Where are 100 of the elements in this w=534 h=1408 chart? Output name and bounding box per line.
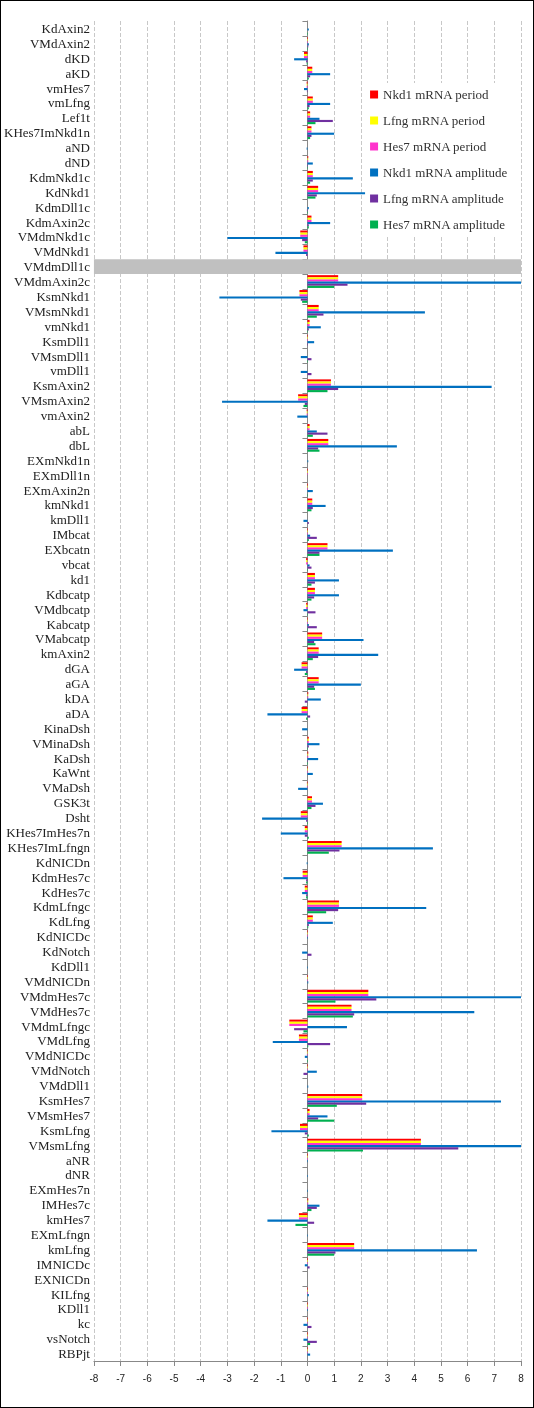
y-tick-label: kc bbox=[77, 1316, 91, 1332]
bar bbox=[298, 787, 308, 790]
bar bbox=[307, 387, 339, 391]
bar bbox=[307, 177, 353, 180]
bar bbox=[307, 851, 329, 854]
y-tick-label: KsmDll1 bbox=[42, 333, 90, 349]
y-tick-label: KinaDsh bbox=[43, 720, 91, 736]
bar bbox=[295, 1223, 308, 1226]
bar bbox=[307, 1117, 319, 1120]
bar bbox=[307, 222, 331, 225]
bar bbox=[307, 504, 326, 508]
x-tick-label: 4 bbox=[411, 1372, 418, 1384]
y-tick-label: Kdbcatp bbox=[45, 586, 90, 602]
bar bbox=[307, 281, 521, 284]
y-tick-label: vmNkd1 bbox=[44, 318, 90, 334]
y-tick-label: KdmLfngc bbox=[32, 899, 91, 915]
y-tick-label: VMdmAxin2c bbox=[14, 274, 91, 290]
y-tick-label: kmHes7 bbox=[46, 1212, 91, 1228]
y-tick-label: kmAxin2 bbox=[40, 646, 90, 662]
x-tick-label: -4 bbox=[196, 1372, 206, 1384]
x-tick-label: 5 bbox=[438, 1372, 445, 1384]
y-tick-label: KdHes7c bbox=[41, 884, 91, 900]
bar bbox=[307, 911, 327, 914]
bar bbox=[307, 849, 340, 852]
legend-label: Hes7 mRNA amplitude bbox=[383, 217, 506, 232]
y-tick-label: GSK3t bbox=[53, 795, 91, 811]
y-tick-label: VMsmHes7 bbox=[27, 1107, 91, 1123]
y-tick-label: VMdNICDc bbox=[24, 1048, 91, 1064]
bar bbox=[307, 283, 348, 286]
bar bbox=[307, 341, 315, 344]
legend-label: Nkd1 mRNA period bbox=[383, 87, 490, 102]
y-tick-label: VMaDsh bbox=[42, 780, 91, 796]
bar bbox=[307, 1102, 367, 1105]
y-tick-label: KdDll1 bbox=[50, 958, 90, 974]
bar bbox=[307, 1221, 315, 1224]
y-tick-label: KDll1 bbox=[57, 1301, 90, 1317]
y-tick-label: VMabcatp bbox=[35, 631, 90, 647]
bar bbox=[271, 1130, 308, 1133]
y-tick-label: dNR bbox=[65, 1167, 91, 1183]
bar bbox=[307, 1342, 311, 1346]
bar bbox=[307, 1145, 521, 1148]
bar bbox=[307, 758, 319, 761]
y-tick-label: VMdmDll1c bbox=[23, 259, 91, 275]
y-tick-label: KdmHes7c bbox=[31, 869, 91, 885]
bar bbox=[307, 326, 321, 329]
bar bbox=[307, 802, 323, 805]
y-tick-label: dbL bbox=[68, 437, 90, 453]
y-tick-label: VMdNotch bbox=[30, 1063, 91, 1079]
bar bbox=[302, 728, 308, 731]
y-tick-label: EXmDll1n bbox=[32, 467, 91, 483]
bar bbox=[307, 313, 324, 316]
x-tick-label: 0 bbox=[304, 1372, 311, 1384]
y-tick-label: IMHes7c bbox=[41, 1197, 91, 1213]
y-tick-label: aND bbox=[65, 140, 90, 156]
y-tick-label: vsNotch bbox=[46, 1331, 91, 1347]
bar bbox=[307, 594, 339, 597]
x-tick-label: 7 bbox=[491, 1372, 498, 1384]
bar bbox=[307, 1119, 335, 1122]
bar bbox=[307, 1043, 331, 1046]
y-tick-label: KdmAxin2c bbox=[25, 214, 91, 230]
bar bbox=[307, 998, 377, 1001]
y-tick-label: KaDsh bbox=[53, 750, 91, 766]
y-tick-label: EXbcatn bbox=[44, 542, 91, 558]
bar bbox=[307, 445, 397, 448]
y-tick-label: KdmNkd1c bbox=[29, 169, 91, 185]
y-tick-label: KdAxin2 bbox=[41, 20, 90, 36]
y-tick-label: EXmAxin2n bbox=[23, 482, 91, 498]
x-tick-label: -1 bbox=[276, 1372, 286, 1384]
x-tick-label: -7 bbox=[116, 1372, 126, 1384]
y-tick-label: VMdDll1 bbox=[39, 1078, 90, 1094]
bar bbox=[307, 432, 328, 435]
bar bbox=[307, 315, 317, 318]
legend-label: Lfng mRNA period bbox=[383, 113, 486, 128]
y-tick-label: Kabcatp bbox=[46, 616, 90, 632]
y-tick-label: dKD bbox=[64, 50, 90, 66]
y-tick-label: dND bbox=[64, 154, 90, 170]
bar bbox=[307, 1340, 317, 1343]
y-tick-label: kd1 bbox=[70, 571, 90, 587]
bar bbox=[307, 1149, 363, 1152]
y-tick-label: VMdmHes7c bbox=[19, 988, 91, 1004]
y-tick-label: aDA bbox=[65, 705, 91, 721]
bar bbox=[307, 390, 328, 393]
bar bbox=[307, 683, 361, 686]
bar bbox=[302, 951, 308, 954]
x-tick-label: -6 bbox=[142, 1372, 153, 1384]
y-tick-label: IMbcat bbox=[52, 527, 91, 543]
y-tick-label: VMinaDsh bbox=[32, 735, 91, 751]
bar bbox=[307, 117, 320, 120]
bar bbox=[307, 698, 321, 701]
y-tick-label: KdNICDn bbox=[35, 854, 91, 870]
y-tick-label: vmLfng bbox=[48, 95, 91, 111]
y-tick-label: vmDll1 bbox=[50, 363, 90, 379]
bar bbox=[294, 668, 308, 671]
y-tick-label: VMdbcatp bbox=[34, 601, 90, 617]
y-tick-label: KILfng bbox=[50, 1286, 91, 1302]
bar bbox=[307, 996, 521, 999]
bar bbox=[283, 877, 308, 880]
y-tick-label: VMsmAxin2 bbox=[21, 393, 90, 409]
bar bbox=[307, 1011, 475, 1014]
bar bbox=[272, 1040, 308, 1044]
